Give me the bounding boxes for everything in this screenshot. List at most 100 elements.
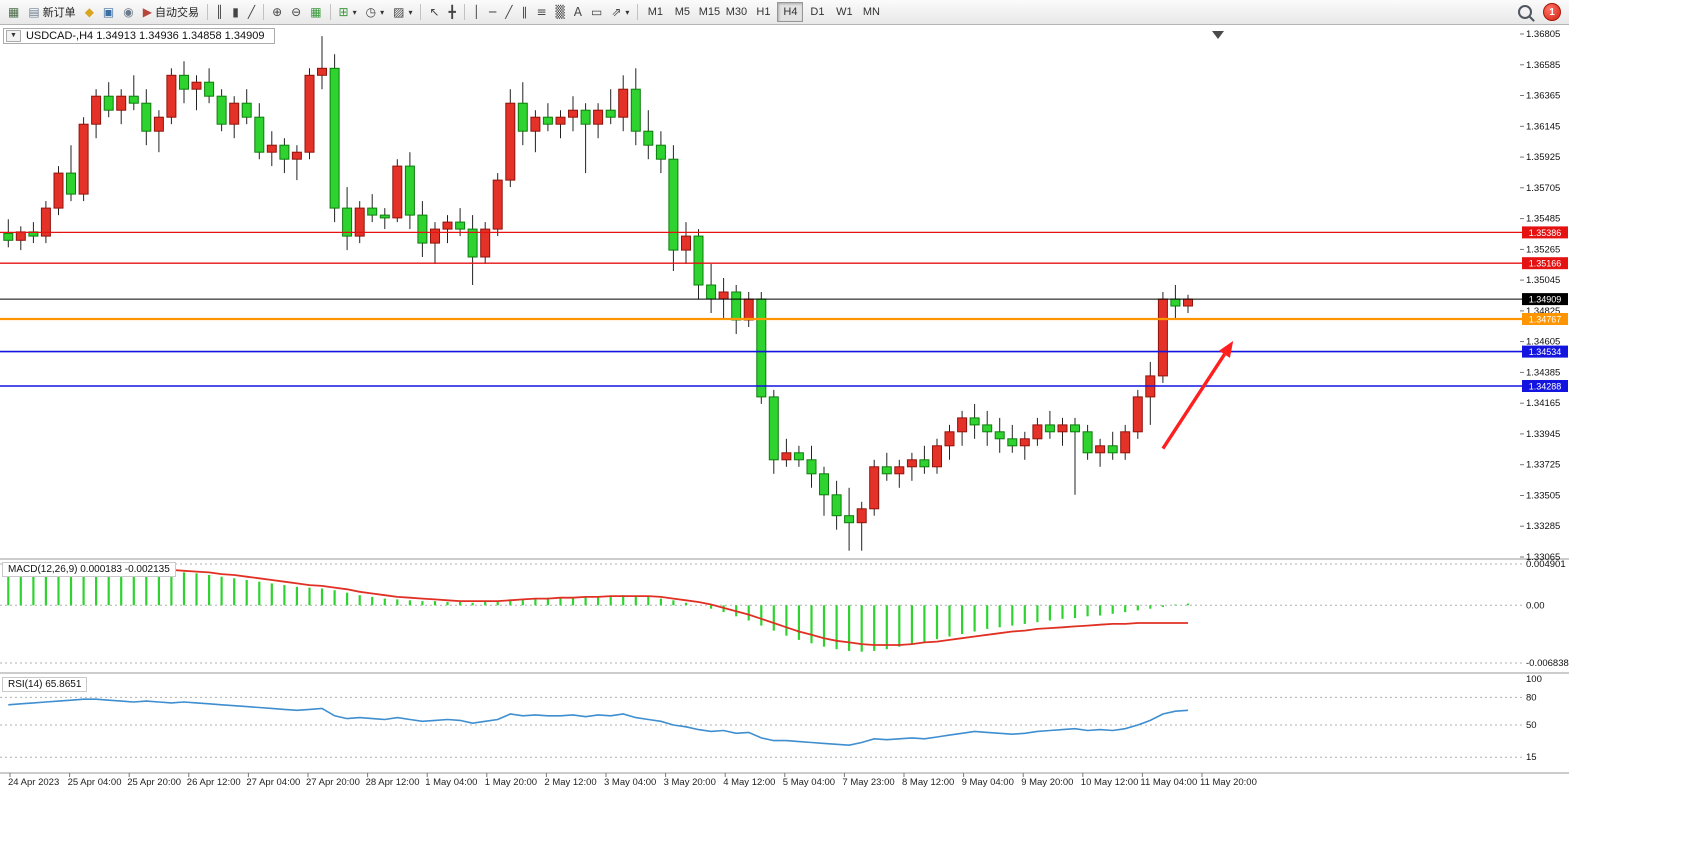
- line-chart-button[interactable]: ╱: [244, 2, 259, 22]
- time-label: 9 May 20:00: [1021, 777, 1073, 788]
- candle: [1070, 424, 1080, 433]
- candle: [706, 284, 717, 300]
- candle: [768, 396, 779, 461]
- equidistant-channel-button[interactable]: ∥: [517, 2, 531, 22]
- periods-button[interactable]: ◷ ▾: [362, 2, 389, 22]
- support-lower-price-tag[interactable]: [1522, 380, 1568, 392]
- toolbar-separator: [206, 4, 208, 20]
- timeframe-d1[interactable]: D1: [804, 2, 830, 22]
- tile-windows-button[interactable]: ▦: [306, 2, 325, 22]
- candlestick-chart-button[interactable]: ▮: [228, 2, 243, 22]
- mt4-window: ▦ ▤ 新订单 ◆ ▣ ◉ ▶ 自动交易 ║ ▮ ╱ ⊕ ⊖ ▦ ⊞ ▾ ◷ ▾ ▨ ▾ ↖ ╋ │ ─ ╱ ∥ ≡ ▒ A ▭ ⇗ ▾ M1 M…: [0, 0, 1569, 791]
- horizontal-line-button[interactable]: ─: [485, 2, 500, 22]
- chart-area: 1.36805 1.36585 1.36365 1.36145 1.35925 1.357…: [0, 25, 1569, 791]
- candle: [743, 298, 754, 321]
- pivot-orange-price-tag-label: 1.34767: [1529, 315, 1562, 325]
- candle: [216, 95, 227, 125]
- notification-badge[interactable]: 1: [1543, 3, 1561, 21]
- trendline-button[interactable]: ╱: [501, 2, 516, 22]
- vertical-line-button[interactable]: │: [469, 2, 484, 22]
- candle: [1019, 438, 1030, 447]
- trend-arrow-head[interactable]: [1219, 340, 1234, 358]
- candle: [831, 494, 842, 517]
- candle: [304, 74, 315, 153]
- text-button[interactable]: A: [570, 2, 586, 22]
- candle: [66, 172, 76, 195]
- candle: [505, 102, 516, 181]
- time-label: 25 Apr 04:00: [68, 777, 122, 788]
- new-order-button[interactable]: ▤ 新订单: [24, 2, 79, 22]
- fibonacci-button[interactable]: ≡: [532, 2, 550, 22]
- toolbar-separator: [329, 4, 331, 20]
- chart-shift-marker[interactable]: [1212, 31, 1224, 39]
- tile-windows-icon: ▦: [310, 5, 322, 19]
- time-label: 4 May 12:00: [723, 777, 775, 788]
- periods-icon: ◷: [365, 5, 377, 19]
- periods-dropdown-icon[interactable]: ▾: [380, 7, 385, 17]
- candle: [643, 130, 654, 146]
- auto-trading-button[interactable]: ▶ 自动交易: [139, 2, 203, 22]
- timeframe-m1[interactable]: M1: [642, 2, 668, 22]
- candle: [1095, 445, 1106, 454]
- indicators-button[interactable]: ⊞ ▾: [335, 2, 361, 22]
- alerts-button[interactable]: ◆: [81, 2, 98, 22]
- timeframe-h4[interactable]: H4: [777, 2, 804, 22]
- trend-arrow-line[interactable]: [1161, 353, 1226, 450]
- time-label: 3 May 04:00: [604, 777, 656, 788]
- price-tick-label: 1.33065: [1526, 552, 1560, 563]
- search-icon[interactable]: [1518, 5, 1532, 19]
- vertical-line-icon: │: [472, 5, 480, 19]
- timeframe-m30[interactable]: M30: [723, 2, 749, 22]
- timeframe-mn[interactable]: MN: [858, 2, 884, 22]
- candle: [266, 144, 277, 153]
- chart-title-box: ▼ USDCAD-,H4 1.34913 1.34936 1.34858 1.3…: [3, 28, 276, 44]
- chart-dropdown-button[interactable]: ▼: [6, 30, 21, 42]
- shapes-button[interactable]: ▒: [552, 2, 569, 22]
- zoom-out-icon: ⊖: [291, 5, 302, 19]
- candle: [492, 179, 503, 230]
- crosshair-button[interactable]: ╋: [445, 2, 460, 22]
- zoom-out-button[interactable]: ⊖: [287, 2, 305, 22]
- timeframe-m5[interactable]: M5: [669, 2, 695, 22]
- time-label: 3 May 20:00: [664, 777, 716, 788]
- arrows-button[interactable]: ⇗ ▾: [607, 2, 633, 22]
- arrows-dropdown-icon[interactable]: ▾: [625, 7, 630, 17]
- indicators-dropdown-icon[interactable]: ▾: [352, 7, 357, 17]
- support-upper-price-tag[interactable]: [1522, 345, 1568, 358]
- candle: [881, 466, 892, 475]
- resistance-lower-price-tag[interactable]: [1522, 257, 1568, 270]
- zoom-in-button[interactable]: ⊕: [268, 2, 286, 22]
- time-label: 11 May 20:00: [1200, 777, 1257, 788]
- candle: [982, 424, 993, 433]
- cursor-button[interactable]: ↖: [425, 2, 443, 22]
- accounts-button[interactable]: ▣: [99, 2, 118, 22]
- text-label-button[interactable]: ▭: [587, 2, 606, 22]
- time-label: 27 Apr 20:00: [306, 777, 360, 788]
- timeframe-w1[interactable]: W1: [831, 2, 857, 22]
- timeframe-m15[interactable]: M15: [696, 2, 722, 22]
- candle: [15, 231, 26, 241]
- templates-dropdown-icon[interactable]: ▾: [408, 7, 413, 17]
- resistance-upper-price-tag[interactable]: [1522, 226, 1568, 239]
- candle: [455, 221, 466, 230]
- chart-canvas[interactable]: 1.36805 1.36585 1.36365 1.36145 1.35925 1.357…: [0, 25, 1569, 791]
- candle: [806, 459, 817, 475]
- new-chart-button[interactable]: ▦: [4, 2, 23, 22]
- time-label: 1 May 04:00: [425, 777, 477, 788]
- candle: [166, 74, 177, 118]
- new-chart-icon: ▦: [8, 5, 20, 19]
- rsi-label: RSI(14) 65.8651: [2, 677, 88, 692]
- candle: [693, 235, 704, 286]
- bar-chart-button[interactable]: ║: [212, 2, 227, 22]
- candle: [580, 109, 591, 125]
- current-price-price-tag[interactable]: [1522, 293, 1568, 306]
- candle: [116, 95, 127, 111]
- templates-button[interactable]: ▨ ▾: [389, 2, 416, 22]
- time-label: 11 May 04:00: [1140, 777, 1197, 788]
- pivot-orange-price-tag[interactable]: [1522, 313, 1568, 325]
- timeframe-h1[interactable]: H1: [750, 2, 776, 22]
- candle: [1032, 424, 1043, 440]
- candle: [417, 214, 428, 244]
- resistance-upper-price-tag-label: 1.35386: [1529, 228, 1562, 238]
- community-button[interactable]: ◉: [119, 2, 137, 22]
